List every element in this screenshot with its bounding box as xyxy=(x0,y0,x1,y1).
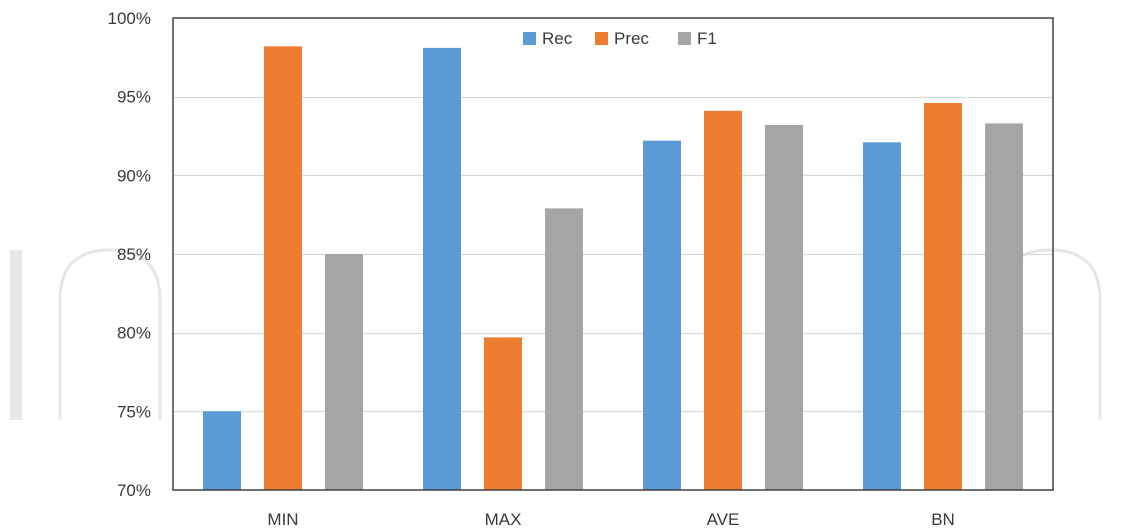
y-tick-label: 75% xyxy=(117,402,151,421)
gridlines xyxy=(173,96,1053,413)
x-tick-label: BN xyxy=(931,510,955,529)
x-axis-ticks: MIN MAX AVE BN xyxy=(267,510,954,529)
bar-f1-min xyxy=(325,254,363,490)
plot-frame xyxy=(172,17,1054,491)
bar-rec-ave xyxy=(643,140,681,490)
bar-prec-bn xyxy=(924,102,962,491)
y-tick-label: 95% xyxy=(117,88,151,107)
y-tick-label: 70% xyxy=(117,481,151,500)
bar-prec-ave xyxy=(704,110,742,491)
y-axis-ticks: 70% 75% 80% 85% 90% 95% 100% xyxy=(108,9,151,500)
bar-f1-max xyxy=(545,208,583,490)
legend-label-rec: Rec xyxy=(542,29,573,48)
y-tick-label: 90% xyxy=(117,166,151,185)
y-tick-label: 100% xyxy=(108,9,151,28)
bar-f1-bn xyxy=(985,123,1023,490)
legend-label-f1: F1 xyxy=(697,29,717,48)
bar-rec-bn xyxy=(863,142,901,490)
watermark-bar xyxy=(10,250,22,420)
bar-prec-min xyxy=(264,46,302,490)
legend-swatch-prec xyxy=(595,32,608,45)
x-tick-label: MIN xyxy=(267,510,298,529)
watermark-logo xyxy=(10,248,1102,420)
bar-rec-min xyxy=(203,411,241,490)
bar-rec-max xyxy=(423,47,461,490)
legend-swatch-rec xyxy=(523,32,536,45)
legend-label-prec: Prec xyxy=(614,29,649,48)
x-tick-label: MAX xyxy=(485,510,522,529)
x-tick-label: AVE xyxy=(707,510,740,529)
watermark-arc-left xyxy=(58,248,162,420)
y-tick-label: 80% xyxy=(117,324,151,343)
bars xyxy=(203,46,1023,491)
bar-prec-max xyxy=(484,337,522,490)
legend-swatch-f1 xyxy=(678,32,691,45)
bar-f1-ave xyxy=(765,124,803,490)
y-tick-label: 85% xyxy=(117,245,151,264)
legend: Rec Prec F1 xyxy=(523,29,717,48)
